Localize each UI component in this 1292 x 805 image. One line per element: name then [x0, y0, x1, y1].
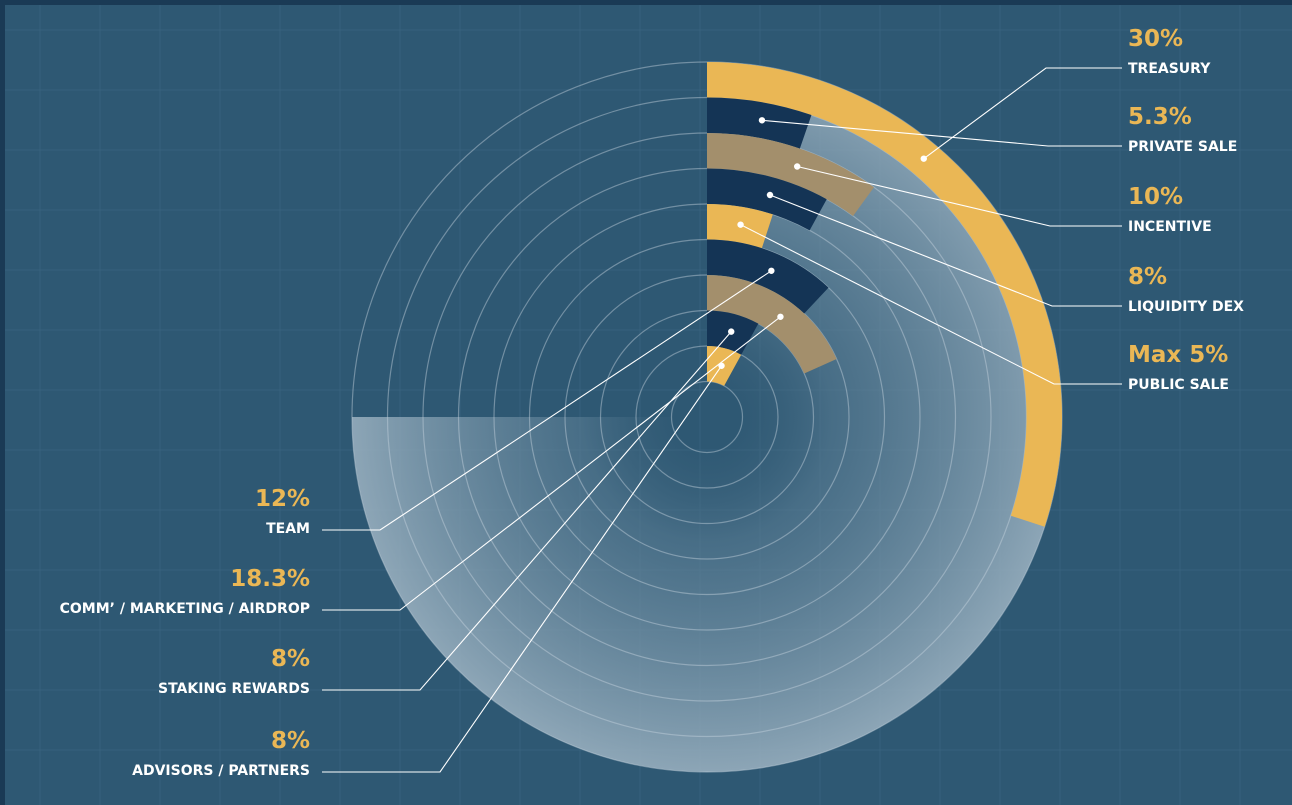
data-label-name: TREASURY [1128, 61, 1211, 77]
leader-line [761, 119, 1122, 147]
bar-treasury [707, 62, 1063, 527]
data-label-name: LIQUIDITY DEX [1128, 299, 1244, 315]
leader-line [322, 365, 722, 773]
data-label-value: 30% [1128, 26, 1183, 52]
data-label-name: INCENTIVE [1128, 219, 1212, 235]
leader-line [322, 270, 772, 531]
data-label-value: 8% [271, 728, 310, 754]
leader-line [740, 224, 1122, 385]
bar-incentive [707, 133, 874, 216]
leader-line [322, 331, 732, 691]
data-label-value: 12% [255, 486, 310, 512]
leader-line [797, 165, 1122, 227]
leader-line [923, 67, 1122, 160]
leader-lines [322, 67, 1122, 773]
data-label-value: 5.3% [1128, 104, 1192, 130]
top-border [0, 0, 1292, 5]
data-label-name: PUBLIC SALE [1128, 377, 1229, 393]
data-labels: 30% TREASURY 5.3% PRIVATE SALE 10% INCENTIVE 8… [60, 26, 1245, 779]
leader-line [322, 316, 781, 611]
bar-liquidity-dex [707, 168, 827, 231]
left-border [0, 0, 5, 805]
bar-private-sale [707, 97, 812, 149]
data-label-name: PRIVATE SALE [1128, 139, 1237, 155]
data-label-name: TEAM [266, 521, 310, 537]
data-label-value: 8% [271, 646, 310, 672]
data-label-value: 18.3% [230, 566, 310, 592]
bar-team [707, 239, 829, 314]
data-label-value: Max 5% [1128, 342, 1228, 368]
data-label-value: 10% [1128, 184, 1183, 210]
data-label-name: ADVISORS / PARTNERS [132, 763, 310, 779]
data-label-value: 8% [1128, 264, 1167, 290]
bar-comm-marketing-airdrop [707, 275, 837, 374]
data-label-name: STAKING REWARDS [158, 681, 310, 697]
leader-line [769, 194, 1122, 307]
data-label-name: COMM’ / MARKETING / AIRDROP [60, 601, 310, 617]
